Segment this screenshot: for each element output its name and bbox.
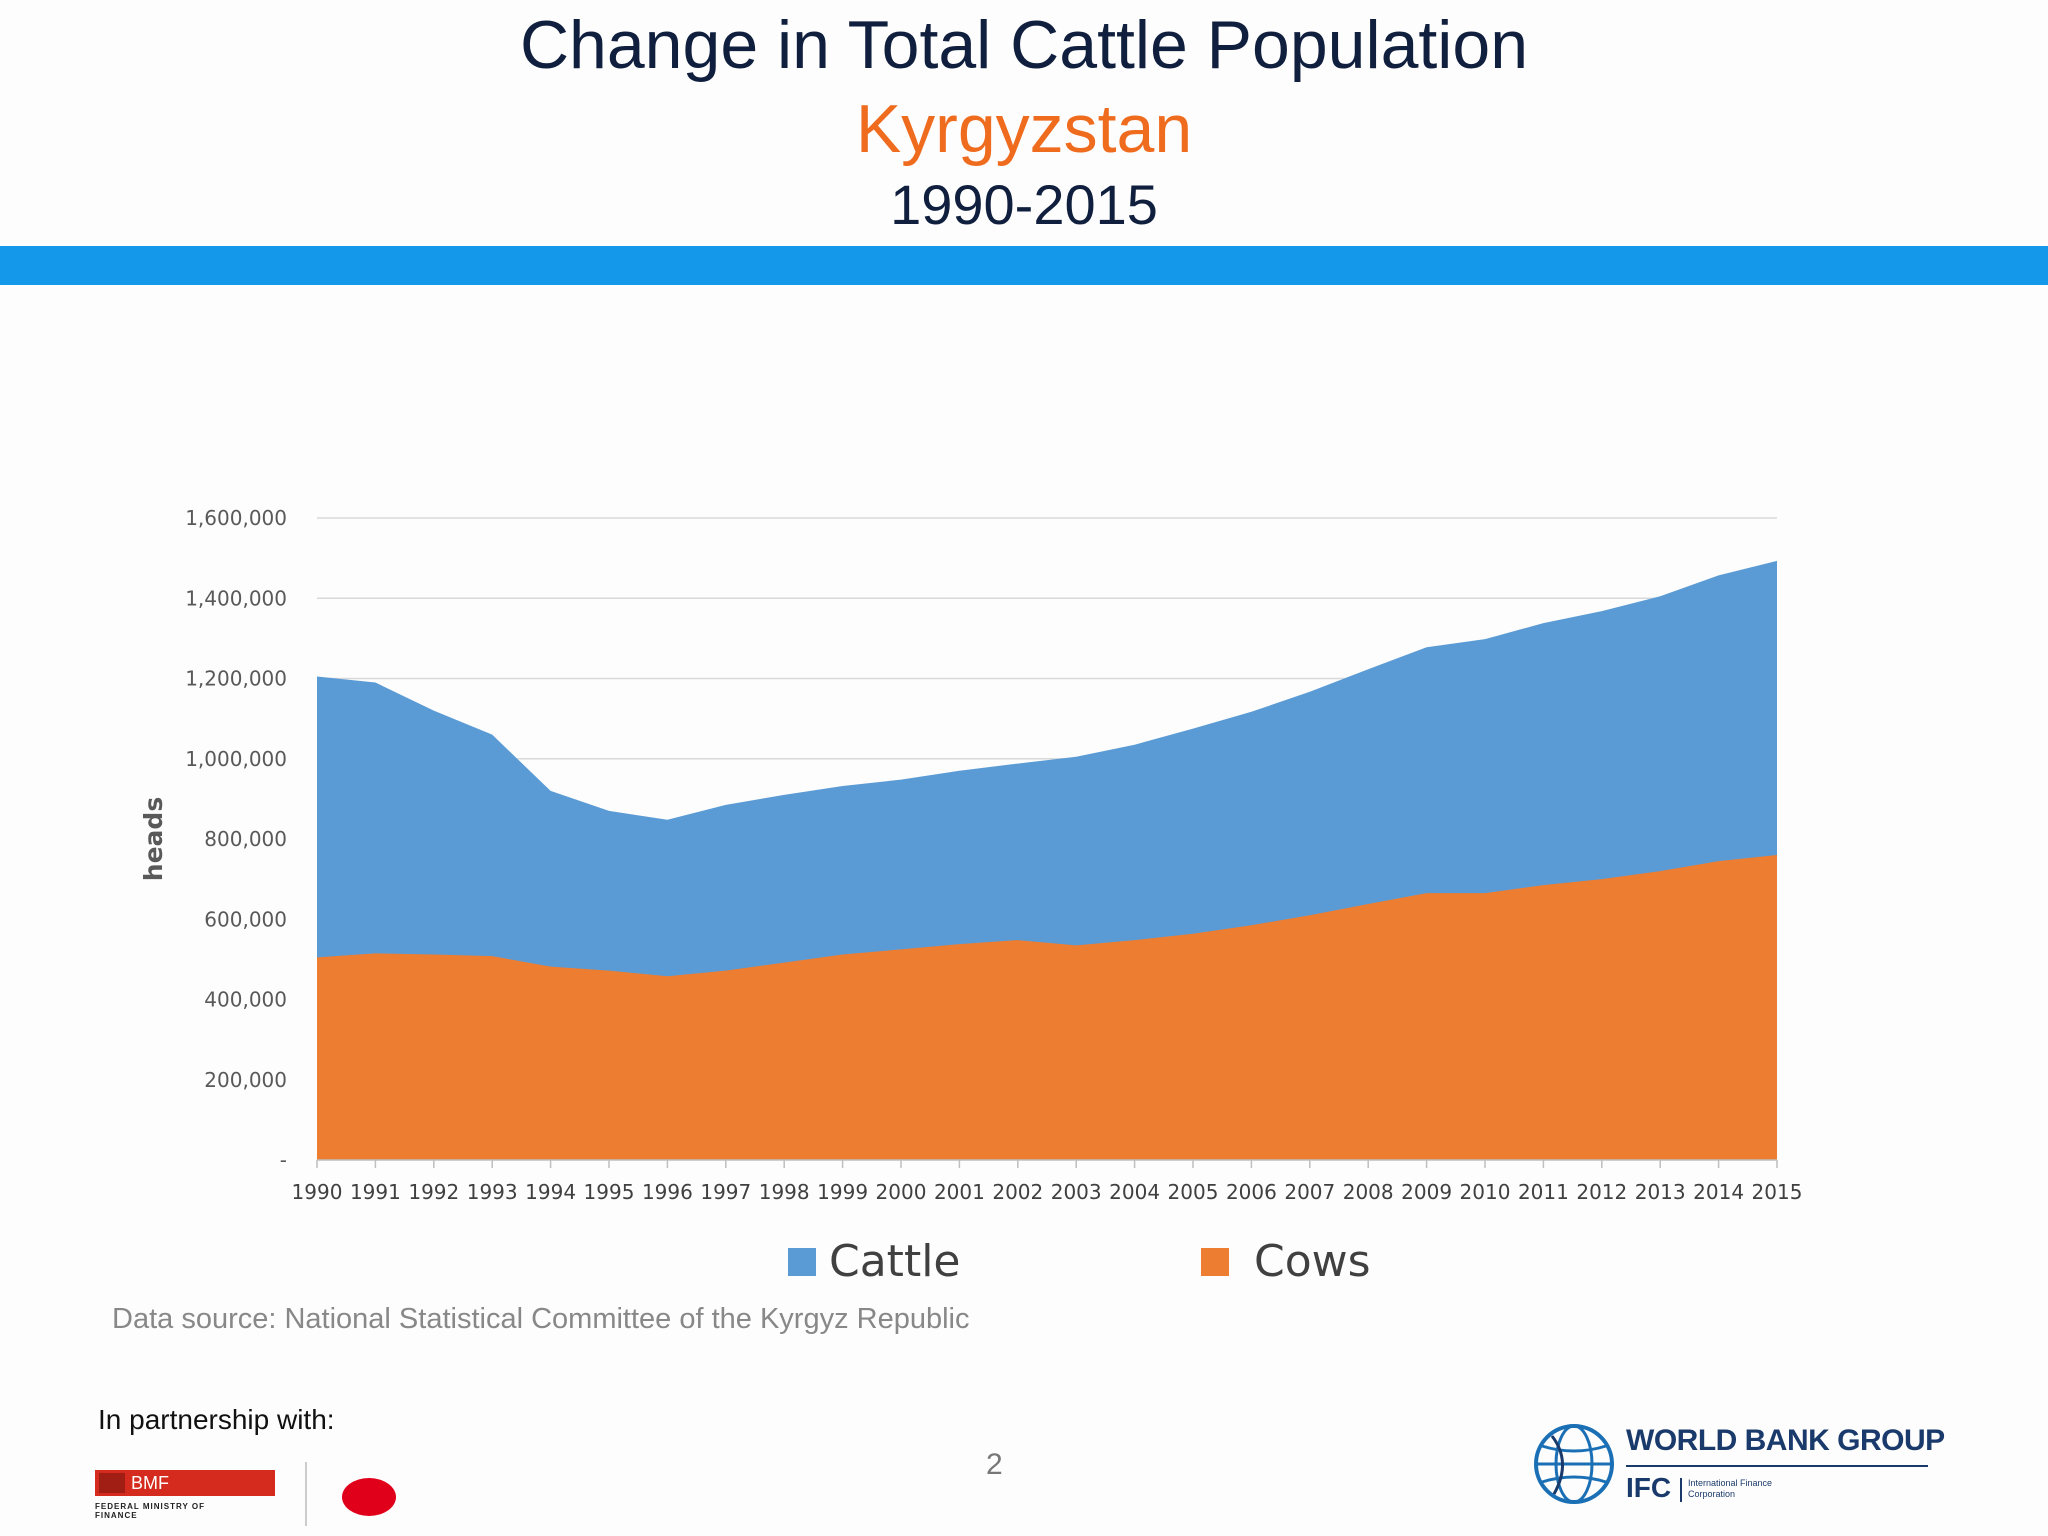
y-tick-label: 1,600,000 — [185, 506, 287, 530]
y-tick-label: 1,400,000 — [185, 586, 287, 610]
world-bank-group-name: WORLD BANK GROUP — [1626, 1424, 1945, 1457]
x-tick-label: 2007 — [1284, 1180, 1335, 1204]
ifc-full-name: International Finance Corporation — [1688, 1478, 1773, 1499]
logo-divider-line — [1626, 1465, 1928, 1467]
y-axis-title: heads — [139, 797, 168, 881]
x-tick-label: 2000 — [876, 1180, 927, 1204]
area-cows — [317, 855, 1777, 1160]
bmf-logo: BMF FEDERAL MINISTRY OF FINANCE — [95, 1470, 275, 1526]
x-tick-label: 2008 — [1343, 1180, 1394, 1204]
y-tick-label: 200,000 — [204, 1068, 287, 1092]
x-tick-label: 2012 — [1576, 1180, 1627, 1204]
bmf-short-name: BMF — [131, 1473, 169, 1493]
x-tick-label: 1990 — [292, 1180, 343, 1204]
bmf-logo-bar: BMF — [95, 1470, 275, 1496]
ifc-separator — [1680, 1478, 1682, 1502]
y-tick-label: 800,000 — [204, 827, 287, 851]
x-tick-label: 1993 — [467, 1180, 518, 1204]
y-tick-label: 1,200,000 — [185, 667, 287, 691]
x-tick-label: 2006 — [1226, 1180, 1277, 1204]
partnership-label: In partnership with: — [98, 1404, 335, 1435]
x-tick-label: 2013 — [1635, 1180, 1686, 1204]
legend-swatch-cows — [1201, 1248, 1229, 1276]
country-subtitle: Kyrgyzstan — [855, 91, 1193, 167]
data-source-note: Data source: National Statistical Commit… — [112, 1303, 970, 1335]
y-tick-label: 600,000 — [204, 907, 287, 931]
x-tick-label: 2004 — [1109, 1180, 1160, 1204]
legend-label-cows: Cows — [1254, 1236, 1371, 1287]
x-tick-label: 2010 — [1460, 1180, 1511, 1204]
x-tick-label: 2015 — [1752, 1180, 1803, 1204]
x-tick-label: 1994 — [525, 1180, 576, 1204]
x-tick-label: 1995 — [584, 1180, 635, 1204]
world-bank-group-logo: WORLD BANK GROUP IFC International Finan… — [1532, 1420, 1952, 1510]
legend-swatch-cattle — [788, 1248, 816, 1276]
bmf-full-name: FEDERAL MINISTRY OF FINANCE — [95, 1502, 205, 1520]
slide-title: Change in Total Cattle Population — [519, 7, 1529, 83]
y-tick-label: 400,000 — [204, 988, 287, 1012]
x-tick-label: 1996 — [642, 1180, 693, 1204]
x-tick-label: 1992 — [408, 1180, 459, 1204]
x-tick-label: 2005 — [1168, 1180, 1219, 1204]
y-tick-label: 1,000,000 — [185, 747, 287, 771]
partner-divider — [305, 1462, 307, 1526]
legend-label-cattle: Cattle — [829, 1236, 960, 1287]
year-range-subtitle: 1990-2015 — [890, 173, 1158, 236]
eagle-icon — [99, 1473, 125, 1493]
x-tick-label: 2011 — [1518, 1180, 1569, 1204]
x-tick-label: 2003 — [1051, 1180, 1102, 1204]
x-tick-label: 2014 — [1693, 1180, 1744, 1204]
x-tick-label: 2001 — [934, 1180, 985, 1204]
x-tick-label: 1999 — [817, 1180, 868, 1204]
header-accent-band — [0, 246, 2048, 285]
ifc-short-name: IFC — [1626, 1472, 1672, 1503]
page-number: 2 — [986, 1448, 1003, 1481]
x-tick-label: 1998 — [759, 1180, 810, 1204]
x-tick-label: 2002 — [992, 1180, 1043, 1204]
globe-icon — [1534, 1424, 1614, 1504]
x-tick-label: 1991 — [350, 1180, 401, 1204]
x-tick-label: 1997 — [700, 1180, 751, 1204]
japan-flag-logo — [342, 1478, 396, 1516]
y-tick-label: - — [280, 1148, 287, 1172]
x-tick-label: 2009 — [1401, 1180, 1452, 1204]
